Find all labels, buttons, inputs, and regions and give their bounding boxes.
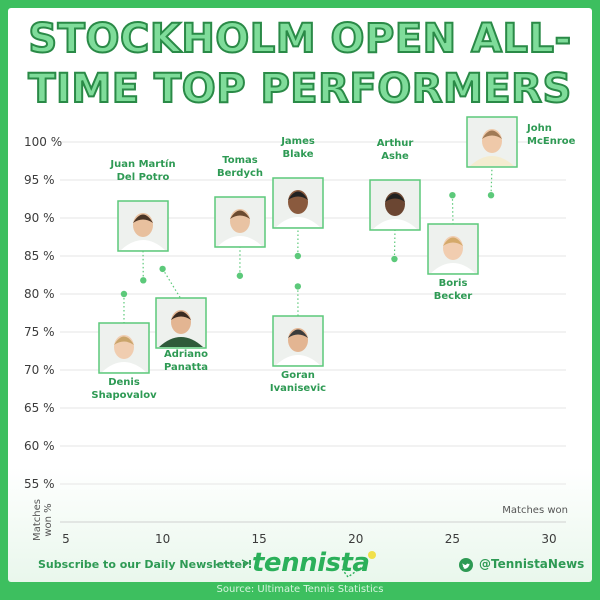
player-name-label: Juan Martín <box>109 158 175 170</box>
player-name-label: Becker <box>434 291 472 302</box>
y-tick-label: 60 % <box>24 439 55 453</box>
player-name-label: Denis <box>108 377 140 388</box>
player-name-label: Panatta <box>164 362 208 373</box>
data-point <box>120 290 128 298</box>
player-shirt <box>276 355 320 365</box>
player-name-label: Ivanisevic <box>270 383 326 394</box>
connector-line <box>490 165 493 196</box>
player-hair <box>443 237 463 246</box>
player-shirt <box>121 240 165 250</box>
y-tick-label: 70 % <box>24 363 55 377</box>
player-hair <box>288 329 308 338</box>
twitter-handle[interactable]: @TennistaNews <box>479 557 585 571</box>
data-point <box>294 252 302 260</box>
player-shirt <box>218 236 262 246</box>
footer: Subscribe to our Daily Newsletter! tenni… <box>0 548 600 582</box>
y-tick-label: 95 % <box>24 173 55 187</box>
player-name-label: Shapovalov <box>91 390 157 401</box>
player-name-label: Del Potro <box>117 172 170 183</box>
source-note: Source: Ultimate Tennis Statistics <box>216 584 384 595</box>
player-hair <box>385 193 405 202</box>
player-hair <box>133 214 153 223</box>
x-tick-label: 30 <box>541 532 556 546</box>
player-marker-group: John McEnroe <box>466 116 576 199</box>
player-marker-group: Tomas Berdych <box>214 155 266 279</box>
newsletter-link[interactable]: Subscribe to our Daily Newsletter! <box>38 558 253 571</box>
player-name-label: Arthur <box>377 138 414 149</box>
connector-line <box>451 195 454 226</box>
y-tick-label: 55 % <box>24 477 55 491</box>
player-marker-group: Adriano Panatta <box>155 265 208 373</box>
data-point <box>236 272 244 279</box>
title-line-1: STOCKHOLM OPEN ALL- <box>27 15 572 63</box>
data-point <box>159 265 166 273</box>
tennis-ball-icon <box>368 551 376 559</box>
player-hair <box>482 130 502 139</box>
tennista-logo[interactable]: tennista <box>252 548 370 578</box>
y-axis-title-line: Matches <box>32 499 43 541</box>
y-tick-label: 75 % <box>24 325 55 339</box>
dotted-arrow-icon <box>215 559 250 568</box>
player-marker-group: Goran Ivanisevic <box>270 283 326 394</box>
player-marker-group: James Blake <box>272 136 324 260</box>
x-tick-label: 5 <box>62 532 70 546</box>
player-shirt <box>470 156 514 166</box>
check-swoosh-icon <box>341 566 363 578</box>
chart-frame <box>8 8 592 582</box>
y-tick-label: 90 % <box>24 211 55 225</box>
player-hair <box>171 311 191 320</box>
player-name-label: McEnroe <box>527 136 576 147</box>
y-tick-label: 85 % <box>24 249 55 263</box>
player-shirt <box>159 337 203 347</box>
y-tick-label: 100 % <box>24 135 62 149</box>
x-tick-label: 20 <box>348 532 363 546</box>
chart-title: STOCKHOLM OPEN ALL- TIME TOP PERFORMERS <box>0 14 600 114</box>
data-point <box>294 283 302 290</box>
x-tick-label: 15 <box>252 532 267 546</box>
player-shirt <box>102 362 146 372</box>
x-tick-label: 25 <box>445 532 460 546</box>
player-name-label: John <box>526 123 552 134</box>
y-axis-title: Matcheswon % <box>32 499 54 541</box>
player-name-label: Goran <box>281 370 315 381</box>
player-name-label: Tomas <box>222 155 258 166</box>
player-name-label: Ashe <box>381 151 409 162</box>
player-name-label: Blake <box>283 149 314 160</box>
player-marker-group: Denis Shapovalov <box>91 290 157 401</box>
x-axis-title: Matches won <box>502 505 568 516</box>
y-axis-title-line: won % <box>43 503 54 536</box>
player-name-label: Boris <box>439 278 468 289</box>
player-name-label: James <box>280 136 315 147</box>
player-name-label: Adriano <box>164 349 208 360</box>
player-name-label: Berdych <box>217 168 263 179</box>
title-line-2: TIME TOP PERFORMERS <box>27 65 572 113</box>
player-hair <box>114 336 134 345</box>
twitter-icon <box>459 558 473 572</box>
y-tick-label: 65 % <box>24 401 55 415</box>
connector-line <box>393 228 396 260</box>
player-shirt <box>373 219 417 229</box>
connector-line <box>162 268 182 300</box>
player-shirt <box>276 217 320 227</box>
y-tick-label: 80 % <box>24 287 55 301</box>
player-hair <box>230 210 250 219</box>
x-tick-label: 10 <box>155 532 170 546</box>
player-shirt <box>431 263 475 273</box>
data-point <box>449 192 456 199</box>
player-hair <box>288 191 308 200</box>
player-marker-group: Boris Becker <box>427 192 479 302</box>
player-marker-group: Juan Martín Del Potro <box>109 158 176 284</box>
data-point <box>487 192 495 199</box>
data-point <box>391 255 398 263</box>
data-point <box>140 277 147 284</box>
player-marker-group: Arthur Ashe <box>369 138 421 263</box>
